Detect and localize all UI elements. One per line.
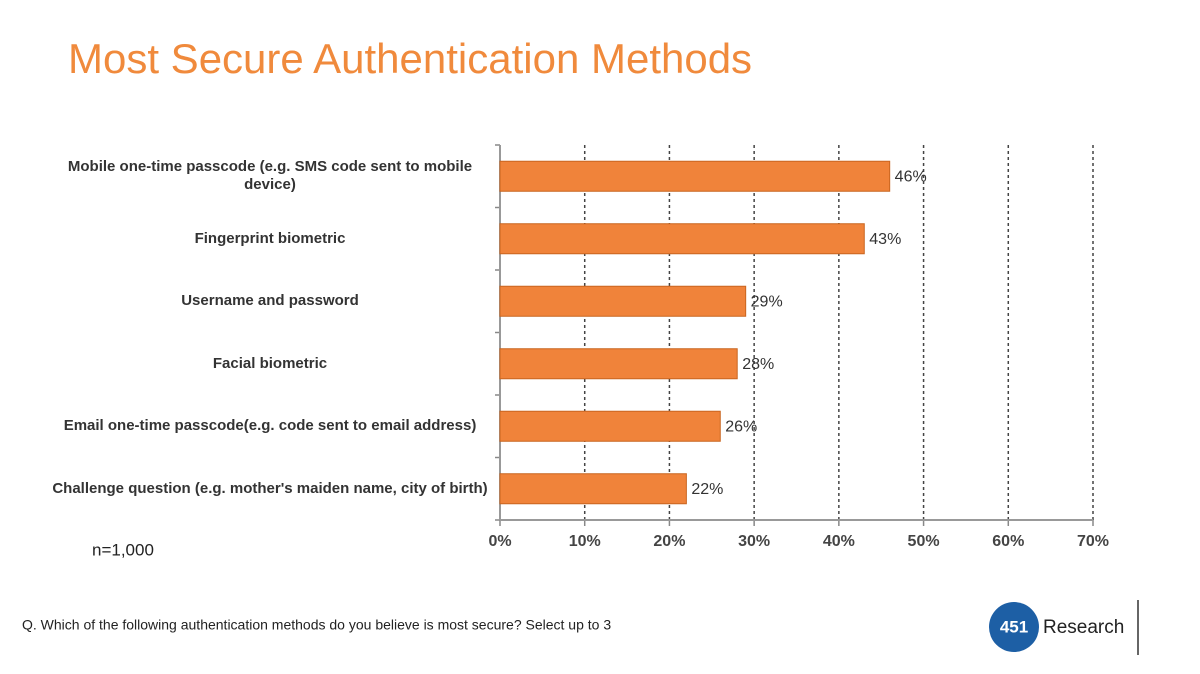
x-tick-label: 10% bbox=[569, 533, 601, 550]
bar bbox=[499, 160, 891, 192]
x-tick-label: 20% bbox=[653, 533, 685, 550]
category-label: Email one-time passcode(e.g. code sent t… bbox=[63, 417, 477, 435]
x-tick-label: 0% bbox=[488, 533, 511, 550]
value-label: 22% bbox=[691, 481, 723, 498]
logo-number: 451 bbox=[1000, 617, 1028, 636]
bar bbox=[499, 285, 747, 317]
value-label: 46% bbox=[895, 168, 927, 185]
category-label: Username and password bbox=[181, 292, 359, 310]
logo-circle bbox=[989, 602, 1039, 652]
category-label: Mobile one-time passcode (e.g. SMS code … bbox=[67, 158, 473, 194]
chart-title: Most Secure Authentication Methods bbox=[68, 35, 752, 82]
category-label: Challenge question (e.g. mother's maiden… bbox=[52, 479, 488, 497]
x-tick-label: 70% bbox=[1077, 533, 1109, 550]
footnote: Q. Which of the following authentication… bbox=[22, 617, 611, 633]
bar bbox=[499, 410, 721, 442]
value-label: 43% bbox=[869, 231, 901, 248]
bar bbox=[499, 473, 687, 505]
logo-text: Research bbox=[1043, 617, 1124, 638]
bar bbox=[499, 348, 738, 380]
value-label: 26% bbox=[725, 418, 757, 435]
x-tick-label: 60% bbox=[992, 533, 1024, 550]
category-label: Facial biometric bbox=[212, 354, 328, 372]
value-label: 29% bbox=[751, 293, 783, 310]
sample-note: n=1,000 bbox=[92, 540, 154, 559]
value-label: 28% bbox=[742, 356, 774, 373]
x-tick-label: 30% bbox=[738, 533, 770, 550]
x-tick-label: 50% bbox=[908, 533, 940, 550]
category-label: Fingerprint biometric bbox=[194, 229, 346, 247]
x-tick-label: 40% bbox=[823, 533, 855, 550]
bar bbox=[499, 223, 865, 255]
